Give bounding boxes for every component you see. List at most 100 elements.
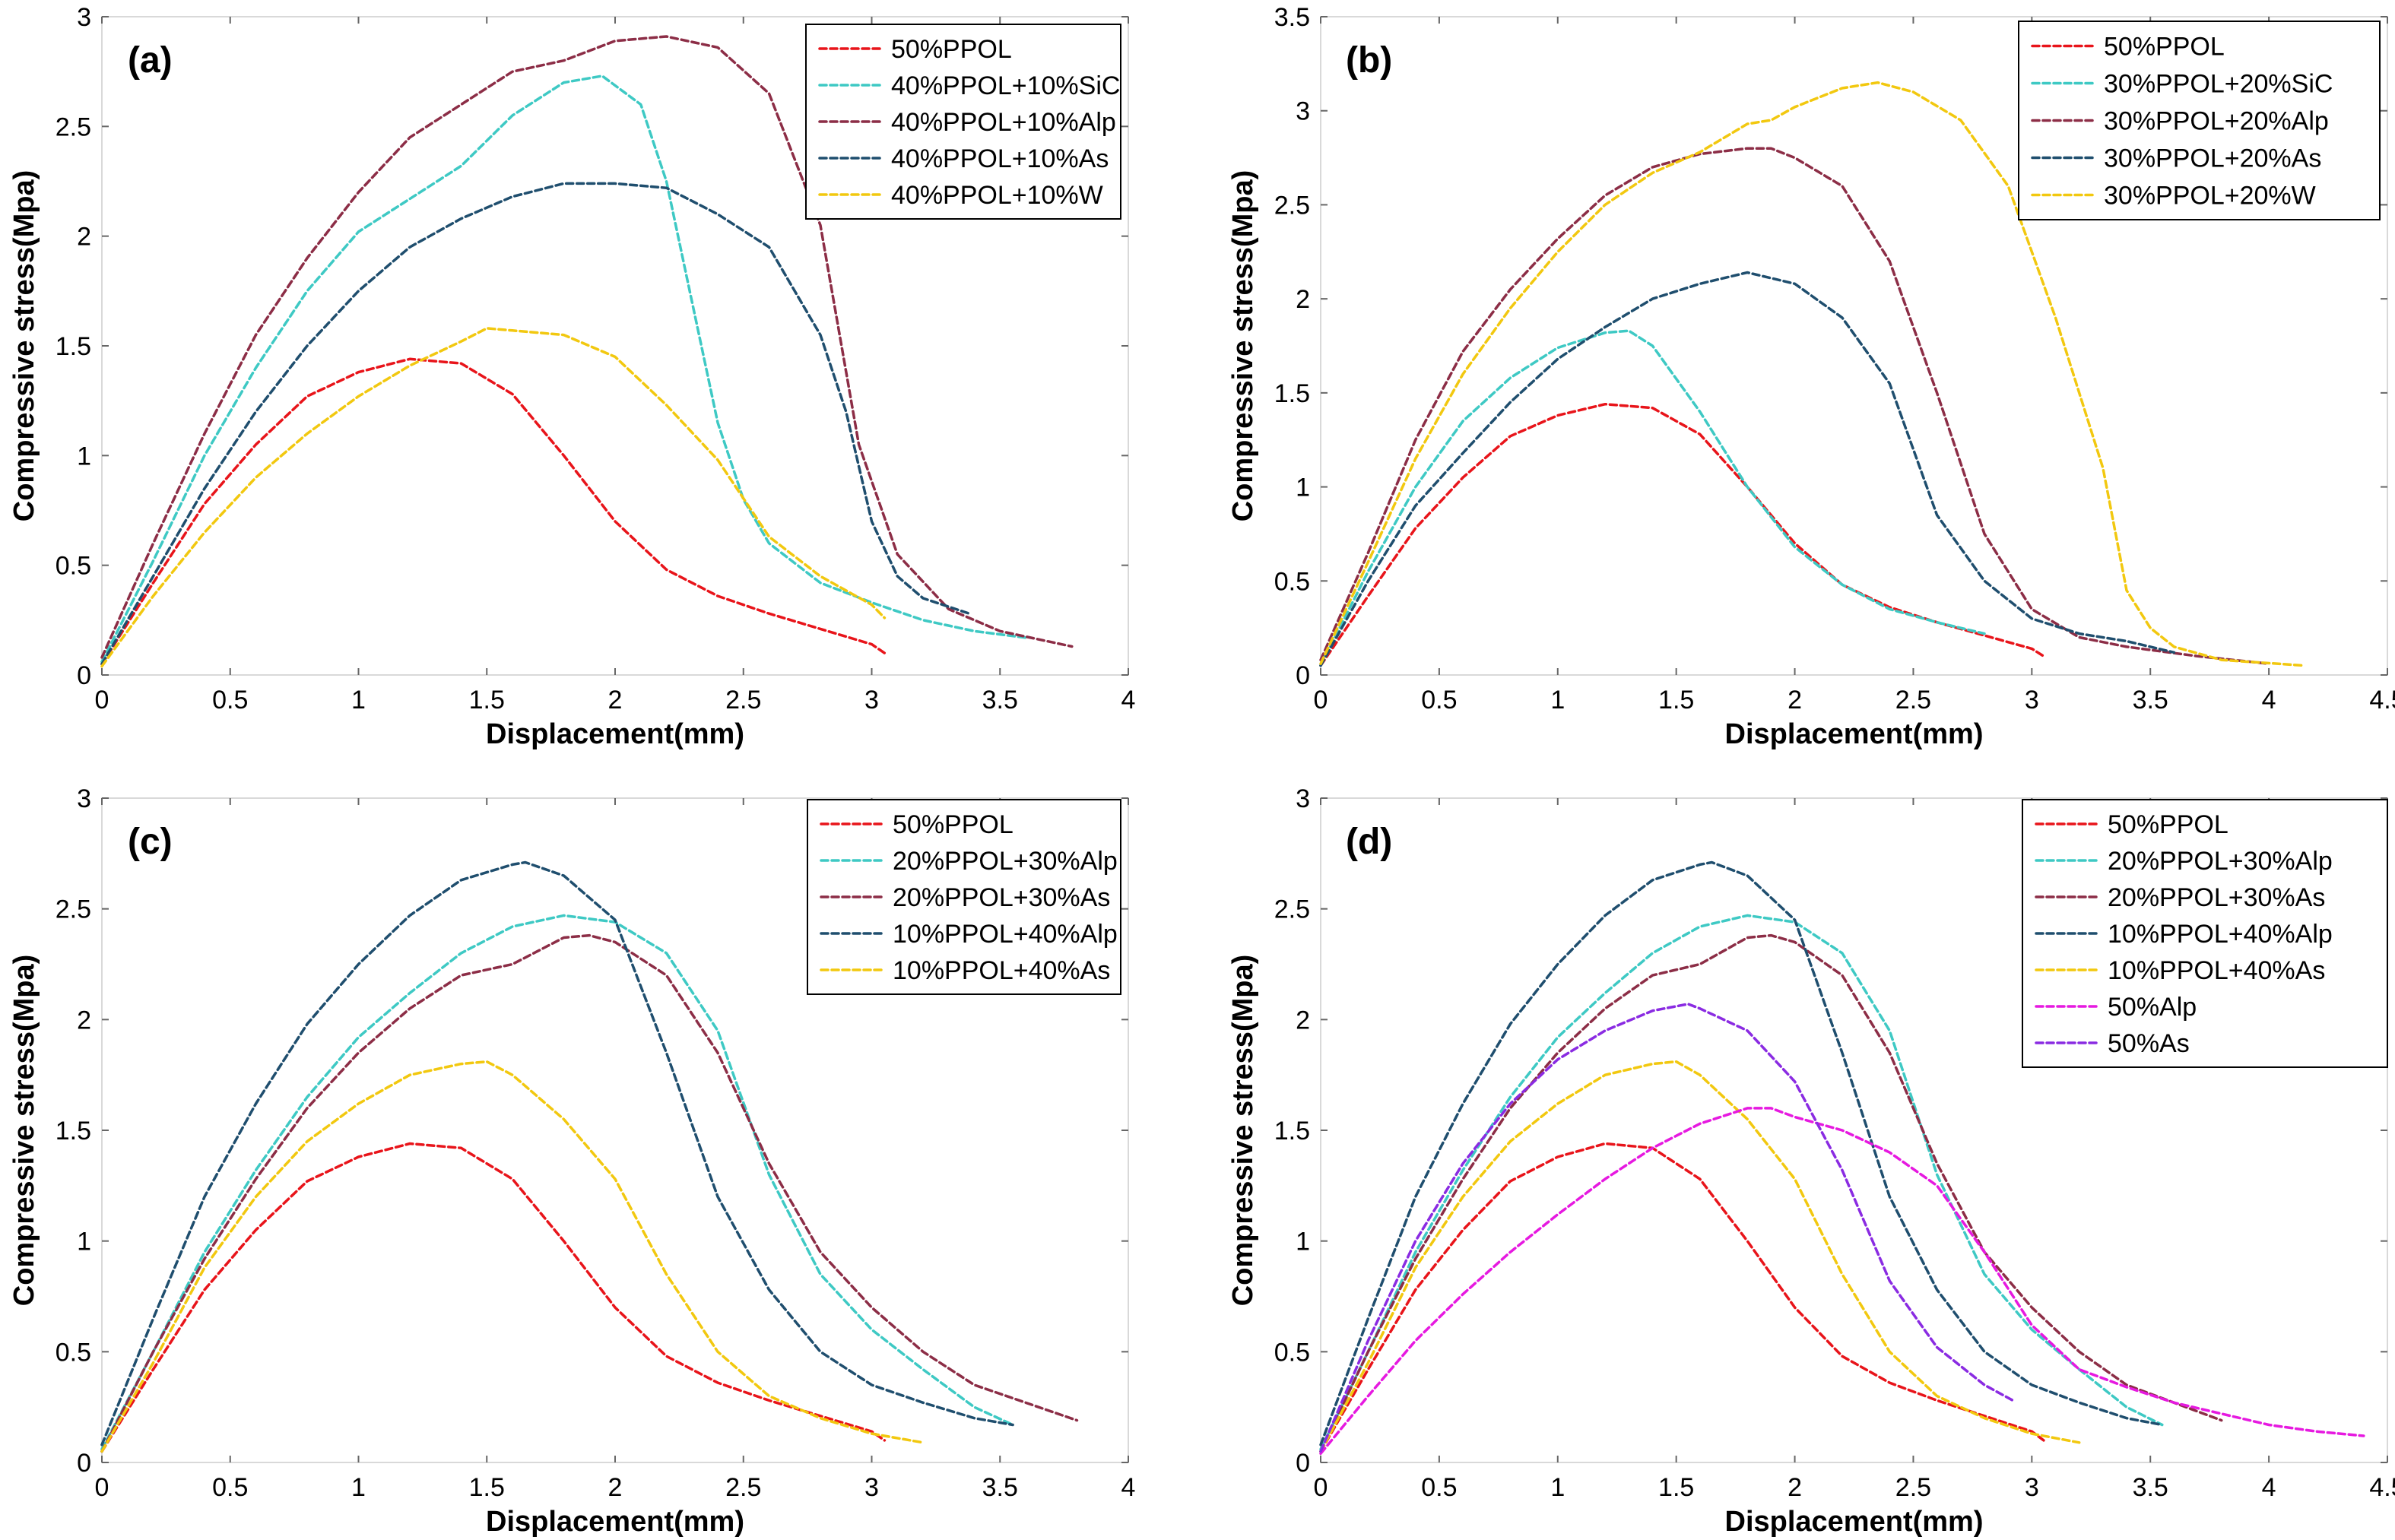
y-tick-label: 2.5 [56, 895, 91, 924]
x-tick-label: 0.5 [1421, 686, 1457, 715]
y-tick-label: 2 [77, 223, 91, 252]
chart-panel: 0 0.5 1 1.5 2 2.5 3 3.5 4 4.5 0 0.5 1 1.5 2 2.5 3 3.5 Disp… [1227, 3, 2395, 750]
x-tick-label: 4.5 [2369, 686, 2395, 715]
series-line-2 [100, 914, 1014, 1451]
series-line-2 [1319, 329, 1986, 667]
legend-entry: 20%PPOL+30%As [2108, 883, 2325, 912]
y-tick-label: 3.5 [1274, 3, 1310, 32]
y-axis-label: Compressive stress(Mpa) [1227, 955, 1259, 1307]
legend-entry: 50%PPOL [893, 810, 1014, 839]
x-tick-label: 2.5 [725, 1473, 761, 1502]
y-tick-label: 0.5 [56, 1338, 91, 1367]
x-tick-label: 0 [1314, 686, 1328, 715]
x-tick-label: 3.5 [982, 1473, 1018, 1502]
chart-panel: 0 0.5 1 1.5 2 2.5 3 3.5 4 0 0.5 1 1.5 2 2.5 3 Displaceme… [8, 784, 1135, 1538]
series-line-3 [1319, 933, 2223, 1453]
series-line-4 [100, 860, 1014, 1447]
x-tick-label: 3 [2025, 1473, 2039, 1502]
x-tick-label: 1.5 [469, 686, 505, 715]
x-tick-label: 0 [95, 1473, 109, 1502]
y-tick-label: 3 [77, 784, 91, 813]
y-tick-label: 1.5 [56, 1117, 91, 1145]
legend-entry: 10%PPOL+40%As [2108, 956, 2325, 985]
x-tick-label: 3 [864, 1473, 879, 1502]
legend-entry: 30%PPOL+20%Alp [2104, 107, 2329, 136]
y-axis-label: Compressive stress(Mpa) [1227, 170, 1259, 522]
y-tick-label: 0 [1296, 1449, 1310, 1478]
y-tick-label: 2 [77, 1006, 91, 1035]
panel-label: (a) [128, 40, 173, 81]
x-tick-label: 0 [1314, 1473, 1328, 1502]
y-tick-label: 0 [1296, 661, 1310, 690]
legend-entry: 50%Alp [2108, 993, 2197, 1022]
y-tick-label: 2.5 [1274, 191, 1310, 220]
y-tick-label: 1.5 [1274, 1117, 1310, 1145]
series-line-1 [100, 1142, 887, 1453]
legend-entry: 40%PPOL+10%As [891, 144, 1109, 173]
y-tick-label: 1 [77, 1228, 91, 1256]
x-tick-label: 2 [608, 686, 623, 715]
legend-entry: 50%PPOL [2108, 810, 2228, 839]
legend-entry: 10%PPOL+40%Alp [2108, 920, 2333, 949]
legend-entry: 20%PPOL+30%Alp [2108, 847, 2333, 876]
x-tick-label: 2.5 [1895, 1473, 1931, 1502]
y-axis-label: Compressive stress(Mpa) [8, 170, 40, 522]
legend-entry: 10%PPOL+40%As [893, 956, 1110, 985]
series-line-1 [100, 357, 887, 666]
y-tick-label: 2.5 [1274, 895, 1310, 924]
series-line-1 [1319, 1142, 2045, 1453]
y-tick-label: 0.5 [1274, 567, 1310, 596]
legend-entry: 10%PPOL+40%Alp [893, 920, 1118, 949]
x-axis-label: Displacement(mm) [486, 1506, 744, 1538]
x-axis-label: Displacement(mm) [1725, 718, 1984, 750]
y-tick-label: 0 [77, 661, 91, 690]
x-tick-label: 1 [1550, 686, 1565, 715]
y-tick-label: 1 [77, 442, 91, 471]
x-tick-label: 2 [1788, 1473, 1802, 1502]
x-tick-label: 3.5 [2133, 686, 2168, 715]
legend-entry: 40%PPOL+10%SiC [891, 71, 1120, 100]
panel-label: (b) [1346, 40, 1392, 81]
x-tick-label: 4 [1121, 1473, 1136, 1502]
series-line-5 [100, 327, 887, 668]
x-tick-label: 1.5 [469, 1473, 505, 1502]
y-tick-label: 1.5 [56, 332, 91, 361]
legend-entry: 30%PPOL+20%SiC [2104, 70, 2333, 99]
series-line-2 [100, 74, 1027, 664]
legend-entry: 20%PPOL+30%As [893, 883, 1110, 912]
series-line-7 [1319, 1003, 2015, 1453]
x-tick-label: 3 [864, 686, 879, 715]
y-tick-label: 3 [1296, 97, 1310, 126]
series-line-4 [1319, 860, 2164, 1447]
legend-entry: 40%PPOL+10%W [891, 181, 1103, 210]
x-tick-label: 4.5 [2369, 1473, 2395, 1502]
x-axis-label: Displacement(mm) [486, 718, 744, 750]
y-tick-label: 2.5 [56, 112, 91, 141]
x-tick-label: 0 [95, 686, 109, 715]
x-axis-label: Displacement(mm) [1725, 1506, 1984, 1538]
x-tick-label: 2 [608, 1473, 623, 1502]
legend-entry: 50%As [2108, 1029, 2190, 1058]
y-tick-label: 3 [1296, 784, 1310, 813]
x-tick-label: 4 [2262, 686, 2276, 715]
y-tick-label: 1 [1296, 1228, 1310, 1256]
x-tick-label: 4 [2262, 1473, 2276, 1502]
y-tick-label: 0 [77, 1449, 91, 1478]
x-tick-label: 1 [351, 686, 366, 715]
panel-label: (c) [128, 822, 173, 862]
y-tick-label: 1 [1296, 474, 1310, 502]
chart-panel: 0 0.5 1 1.5 2 2.5 3 3.5 4 4.5 0 0.5 1 1.5 2 2.5 3 Displac… [1227, 784, 2395, 1538]
y-tick-label: 0.5 [56, 552, 91, 581]
legend-entry: 40%PPOL+10%Alp [891, 108, 1116, 137]
x-tick-label: 3 [2025, 686, 2039, 715]
x-tick-label: 1.5 [1658, 686, 1694, 715]
x-tick-label: 2.5 [725, 686, 761, 715]
x-tick-label: 4 [1121, 686, 1136, 715]
x-tick-label: 2.5 [1895, 686, 1931, 715]
legend-entry: 20%PPOL+30%Alp [893, 847, 1118, 876]
series-line-2 [1319, 914, 2164, 1451]
x-tick-label: 0.5 [212, 1473, 248, 1502]
legend-box [2022, 799, 2388, 1068]
legend-entry: 50%PPOL [2104, 33, 2225, 62]
y-tick-label: 1.5 [1274, 379, 1310, 408]
